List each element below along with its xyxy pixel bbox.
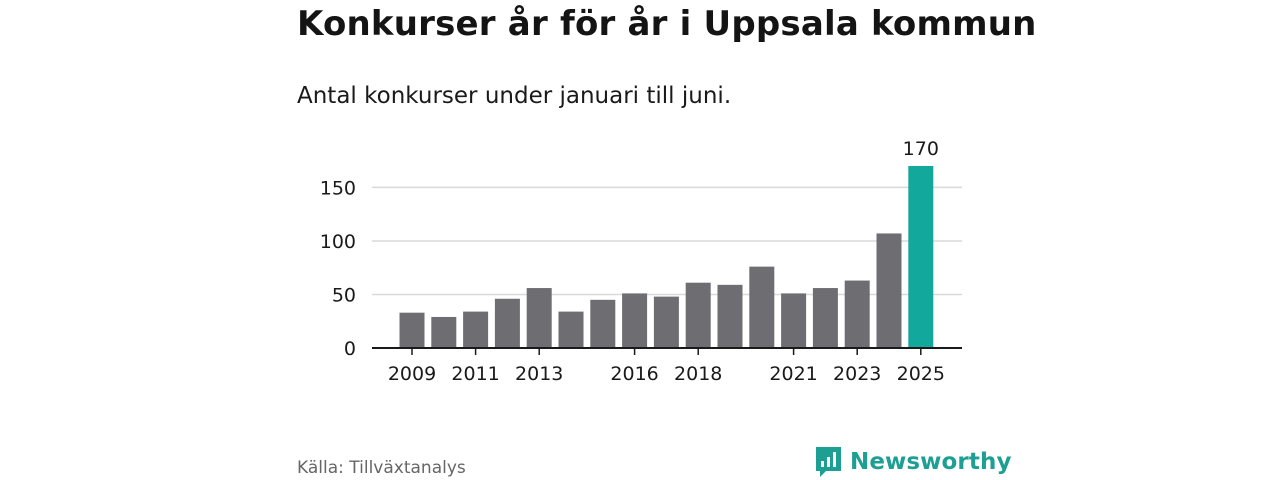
x-tick-label: 2009 (388, 363, 436, 385)
bar-2022 (812, 288, 838, 348)
bar-2013 (526, 288, 552, 348)
x-tick-label: 2013 (515, 363, 563, 385)
bar-2012 (494, 298, 520, 348)
bar-2021 (781, 293, 807, 348)
bar-chart: 0 50 100 150 2009 2011 2013 2016 2018 2021 2023 202… (320, 138, 962, 385)
bar-chart-speech-bubble-icon (816, 447, 841, 477)
x-tick-label: 2018 (674, 363, 722, 385)
bar-2025 (908, 166, 934, 348)
newsworthy-logo: Newsworthy (815, 446, 1012, 478)
bar-2020 (749, 266, 775, 348)
bar-2011 (463, 311, 489, 348)
bar-2016 (622, 293, 648, 348)
brand-name: Newsworthy (850, 449, 1012, 475)
y-tick-label: 100 (320, 231, 356, 253)
y-tick-label: 150 (320, 177, 356, 199)
x-tick-label: 2011 (451, 363, 499, 385)
data-label: 170 (903, 138, 939, 160)
x-tick-label: 2023 (833, 363, 881, 385)
bar-2009 (399, 312, 425, 348)
bar-2023 (844, 280, 870, 348)
y-tick-label: 0 (344, 338, 356, 360)
x-tick-label: 2016 (610, 363, 658, 385)
source-note: Källa: Tillväxtanalys (297, 458, 466, 478)
x-tick-label: 2025 (897, 363, 945, 385)
bar-2018 (685, 282, 711, 348)
chart-subtitle: Antal konkurser under januari till juni. (297, 83, 732, 109)
bar-2010 (431, 316, 457, 348)
bar-2017 (653, 296, 679, 348)
bar-2015 (590, 299, 616, 348)
bar-2014 (558, 311, 584, 348)
y-tick-label: 50 (332, 284, 356, 306)
bar-2019 (717, 284, 743, 348)
bar-2024 (876, 233, 902, 348)
chart-title: Konkurser år för år i Uppsala kommun (297, 4, 1037, 44)
x-tick-label: 2021 (769, 363, 817, 385)
